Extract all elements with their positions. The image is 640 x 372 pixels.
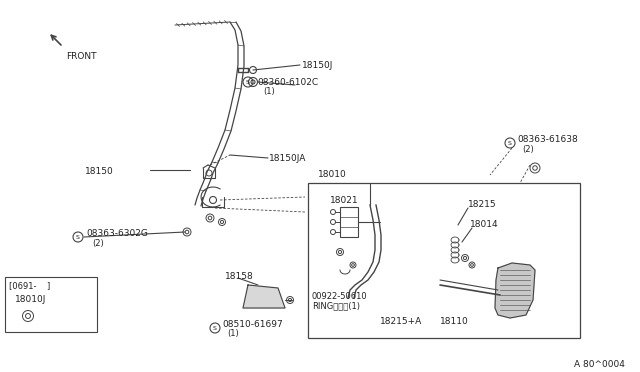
- Text: 08363-61638: 08363-61638: [517, 135, 578, 144]
- Bar: [5, 277, 97, 332]
- Bar: [308, 183, 580, 338]
- Text: A 80^0004: A 80^0004: [574, 360, 625, 369]
- Text: 18110: 18110: [440, 317, 468, 326]
- Text: 08360-6102C: 08360-6102C: [257, 78, 318, 87]
- Text: 18215+A: 18215+A: [380, 317, 422, 326]
- Text: S: S: [76, 235, 80, 240]
- Text: (2): (2): [522, 145, 534, 154]
- Text: 18010J: 18010J: [15, 295, 46, 304]
- Text: 18010: 18010: [318, 170, 347, 179]
- Text: 18150: 18150: [85, 167, 114, 176]
- Text: 08363-6302G: 08363-6302G: [86, 229, 148, 238]
- Text: [0691-    ]: [0691- ]: [9, 281, 51, 290]
- Text: S: S: [508, 141, 512, 146]
- Text: 18014: 18014: [470, 220, 499, 229]
- Text: 08510-61697: 08510-61697: [222, 320, 283, 329]
- Text: 00922-50610: 00922-50610: [312, 292, 367, 301]
- Bar: [340, 207, 358, 237]
- Polygon shape: [243, 285, 285, 308]
- Text: S: S: [246, 80, 250, 85]
- Text: 18158: 18158: [225, 272, 253, 281]
- Text: RINGリング(1): RINGリング(1): [312, 301, 360, 310]
- Text: (2): (2): [92, 239, 104, 248]
- Text: (1): (1): [227, 329, 239, 338]
- Text: S: S: [213, 326, 217, 331]
- Text: 18150JA: 18150JA: [269, 154, 307, 163]
- Text: (1): (1): [263, 87, 275, 96]
- Polygon shape: [495, 263, 535, 318]
- Text: 18150J: 18150J: [302, 61, 333, 70]
- Text: 18021: 18021: [330, 196, 358, 205]
- Text: 18215: 18215: [468, 200, 497, 209]
- Text: FRONT: FRONT: [66, 52, 97, 61]
